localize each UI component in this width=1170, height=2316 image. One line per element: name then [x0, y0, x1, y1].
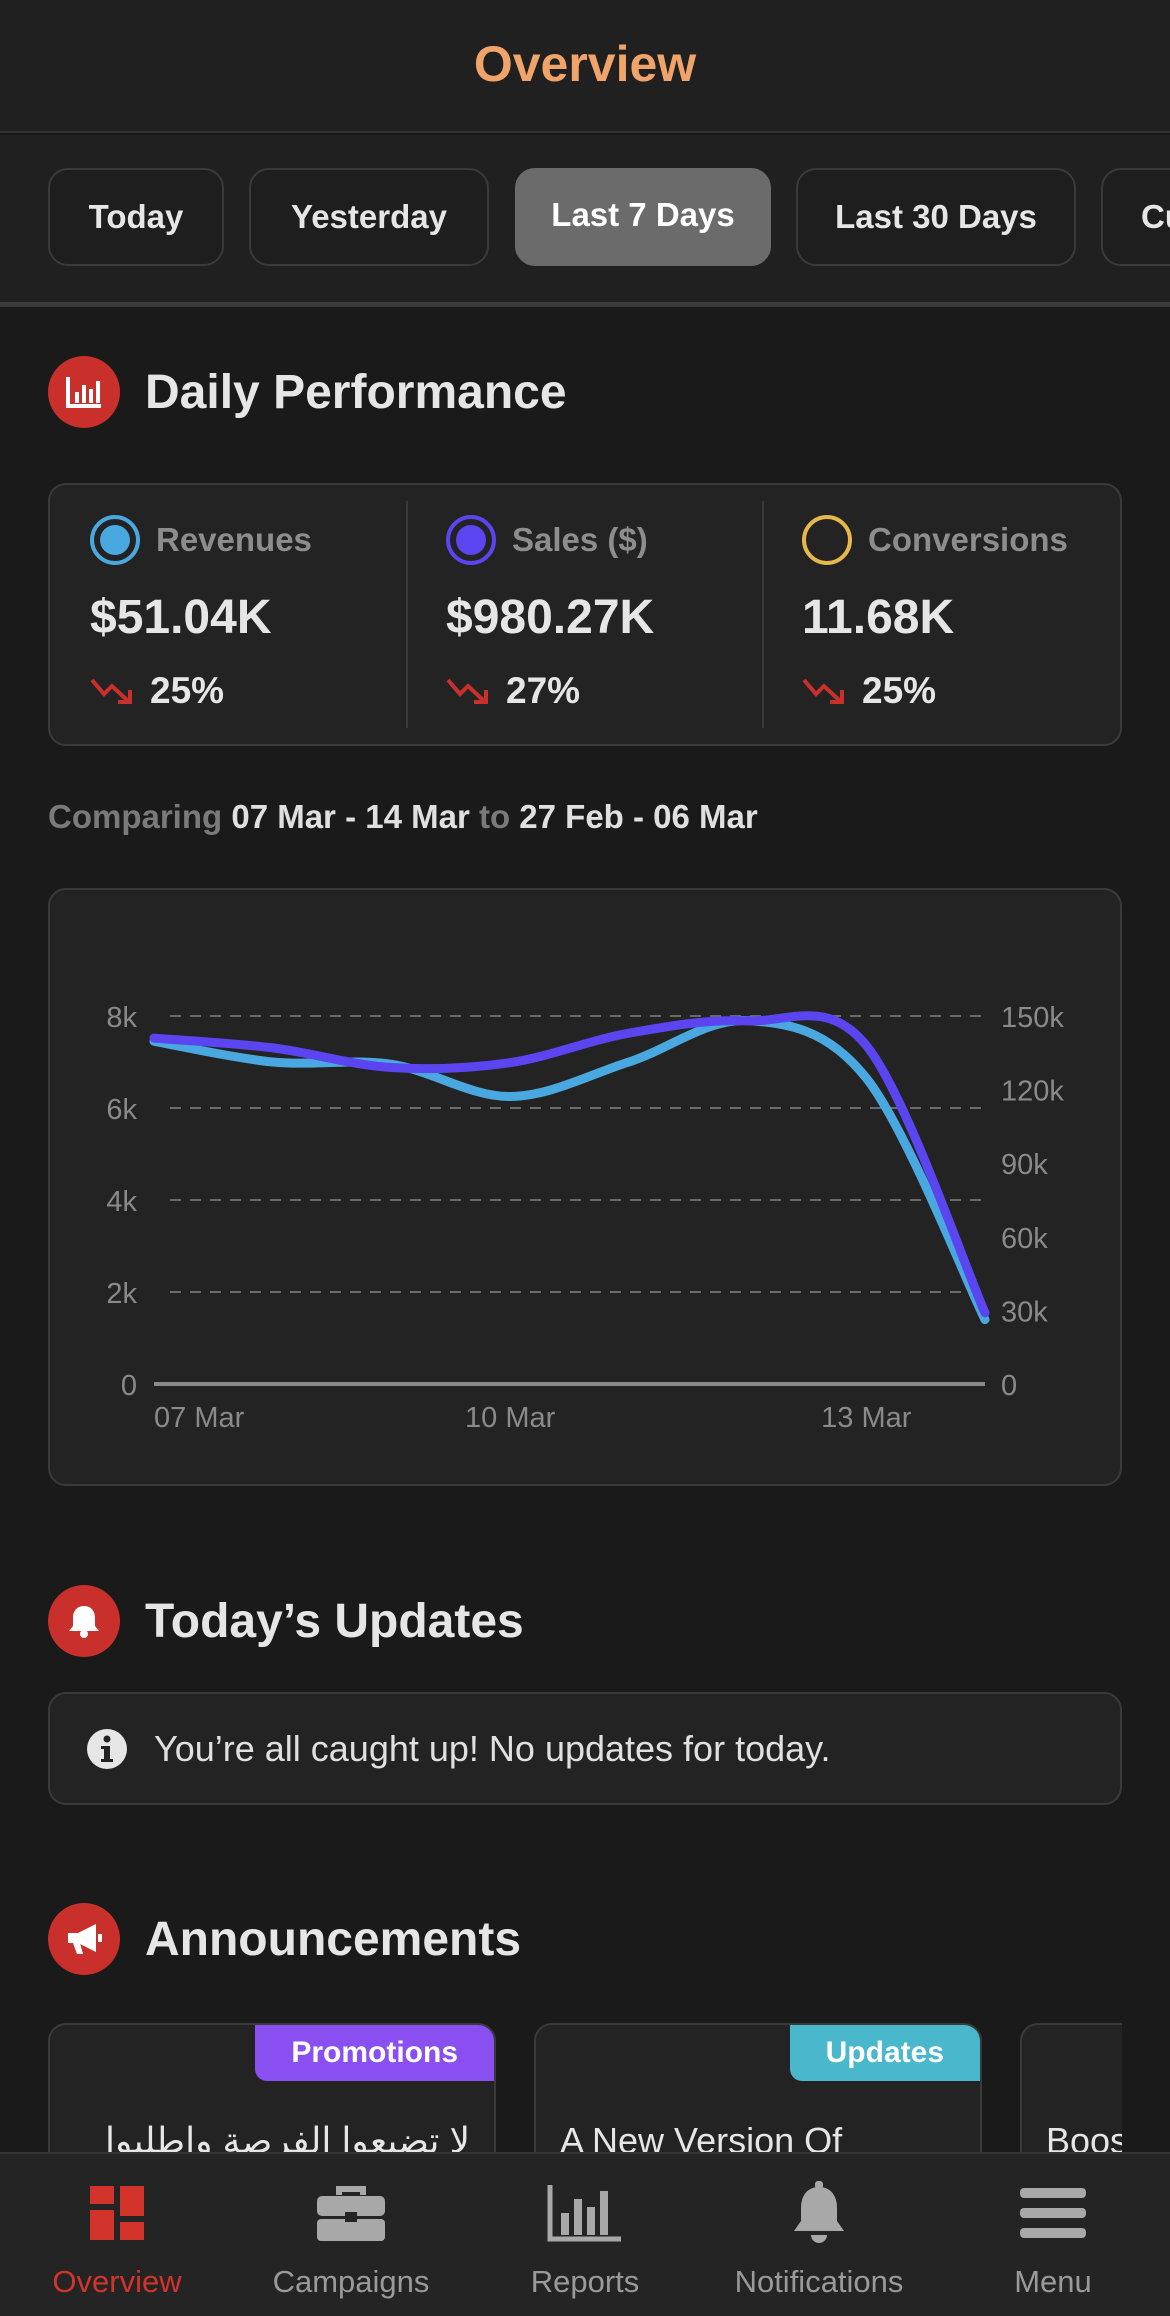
nav-overview[interactable]: Overview: [0, 2154, 234, 2316]
y-right-tick-label: 150k: [1001, 1002, 1064, 1034]
bottom-navigation: Overview Campaigns Reports: [0, 2152, 1170, 2316]
metric-label: Conversions: [868, 521, 1068, 558]
x-tick-label: 13 Mar: [821, 1402, 912, 1434]
metric-conversions[interactable]: Conversions 11.68K 25%: [762, 485, 1118, 744]
updates-empty-state: You’re all caught up! No updates for tod…: [48, 1692, 1122, 1805]
trend-down-icon: [446, 678, 488, 704]
nav-reports[interactable]: Reports: [468, 2154, 702, 2316]
metric-label: Revenues: [156, 521, 312, 558]
daily-performance-header: Daily Performance: [48, 356, 567, 428]
nav-label: Menu: [1014, 2264, 1092, 2299]
section-title: Daily Performance: [145, 365, 567, 419]
announcement-badge: Promotions: [255, 2025, 494, 2081]
y-right-tick-label: 30k: [1001, 1296, 1048, 1328]
chart-svg: 0 2k 4k 6k 8k 0 30k 60k 90k 120k 150k 07 Mar 10 Mar 1…: [106, 1002, 1064, 1434]
x-tick-label: 10 Mar: [465, 1402, 556, 1434]
hamburger-menu-icon: [1015, 2180, 1091, 2246]
y-left-tick-label: 0: [121, 1370, 137, 1402]
bar-chart-icon: [547, 2180, 623, 2246]
app-header: Overview: [0, 0, 1170, 133]
dashboard-icon: [79, 2180, 155, 2246]
tab-custom[interactable]: Cu: [1101, 168, 1170, 266]
metric-change: 27%: [506, 670, 581, 711]
y-left-tick-label: 8k: [106, 1002, 137, 1034]
tab-last-30-days[interactable]: Last 30 Days: [796, 168, 1076, 266]
metric-value: $51.04K: [90, 591, 272, 644]
bell-icon: [781, 2180, 857, 2246]
y-left-tick-label: 2k: [106, 1278, 137, 1310]
bar-chart-icon: [48, 356, 120, 428]
y-right-tick-label: 0: [1001, 1370, 1017, 1402]
y-left-tick-label: 6k: [106, 1094, 137, 1126]
nav-label: Overview: [52, 2264, 182, 2299]
y-left-tick-label: 4k: [106, 1186, 137, 1218]
metric-revenues[interactable]: Revenues $51.04K 25%: [50, 485, 406, 744]
megaphone-icon: [48, 1903, 120, 1975]
metrics-summary: Revenues $51.04K 25% Sales ($) $980.27K …: [48, 483, 1122, 746]
series-line-sales: [149, 1011, 990, 1318]
nav-label: Notifications: [734, 2264, 904, 2299]
series-toggle-icon[interactable]: [446, 515, 496, 565]
trend-down-icon: [90, 678, 132, 704]
y-right-tick-label: 60k: [1001, 1223, 1048, 1255]
trend-down-icon: [802, 678, 844, 704]
comparing-connector: to: [478, 798, 511, 835]
nav-notifications[interactable]: Notifications: [702, 2154, 936, 2316]
series-toggle-icon[interactable]: [90, 515, 140, 565]
tab-last-7-days[interactable]: Last 7 Days: [515, 168, 771, 266]
announcements-header: Announcements: [48, 1903, 521, 1975]
nav-campaigns[interactable]: Campaigns: [234, 2154, 468, 2316]
performance-chart[interactable]: 0 2k 4k 6k 8k 0 30k 60k 90k 120k 150k 07 Mar 10 Mar 1…: [48, 888, 1122, 1486]
nav-label: Reports: [530, 2264, 640, 2299]
section-title: Announcements: [145, 1912, 522, 1966]
previous-range: 27 Feb - 06 Mar: [519, 798, 758, 835]
page-title: Overview: [473, 35, 697, 92]
comparing-prefix: Comparing: [48, 798, 223, 835]
series-line-revenues: [149, 1016, 990, 1325]
info-icon: [87, 1728, 127, 1769]
comparison-range: Comparing 07 Mar - 14 Mar to 27 Feb - 06…: [48, 798, 758, 836]
metric-change: 25%: [150, 670, 225, 711]
x-tick-label: 07 Mar: [154, 1402, 245, 1434]
y-right-tick-label: 90k: [1001, 1149, 1048, 1181]
briefcase-icon: [313, 2180, 389, 2246]
nav-label: Campaigns: [272, 2264, 430, 2299]
updates-header: Today’s Updates: [48, 1585, 524, 1657]
metric-label: Sales ($): [512, 521, 648, 558]
nav-menu[interactable]: Menu: [936, 2154, 1170, 2316]
metric-value: 11.68K: [802, 591, 955, 644]
date-range-tabs[interactable]: Today Yesterday Last 7 Days Last 30 Days…: [0, 135, 1170, 307]
metric-change: 25%: [862, 670, 937, 711]
y-right-tick-label: 120k: [1001, 1076, 1064, 1108]
metric-sales[interactable]: Sales ($) $980.27K 27%: [406, 485, 762, 744]
tab-yesterday[interactable]: Yesterday: [249, 168, 489, 266]
bell-icon: [48, 1585, 120, 1657]
updates-message: You’re all caught up! No updates for tod…: [154, 1727, 831, 1769]
section-title: Today’s Updates: [145, 1594, 524, 1648]
series-toggle-icon[interactable]: [802, 515, 852, 565]
announcement-badge: Updates: [789, 2025, 980, 2081]
current-range: 07 Mar - 14 Mar: [231, 798, 470, 835]
tab-today[interactable]: Today: [48, 168, 224, 266]
metric-value: $980.27K: [446, 591, 655, 644]
